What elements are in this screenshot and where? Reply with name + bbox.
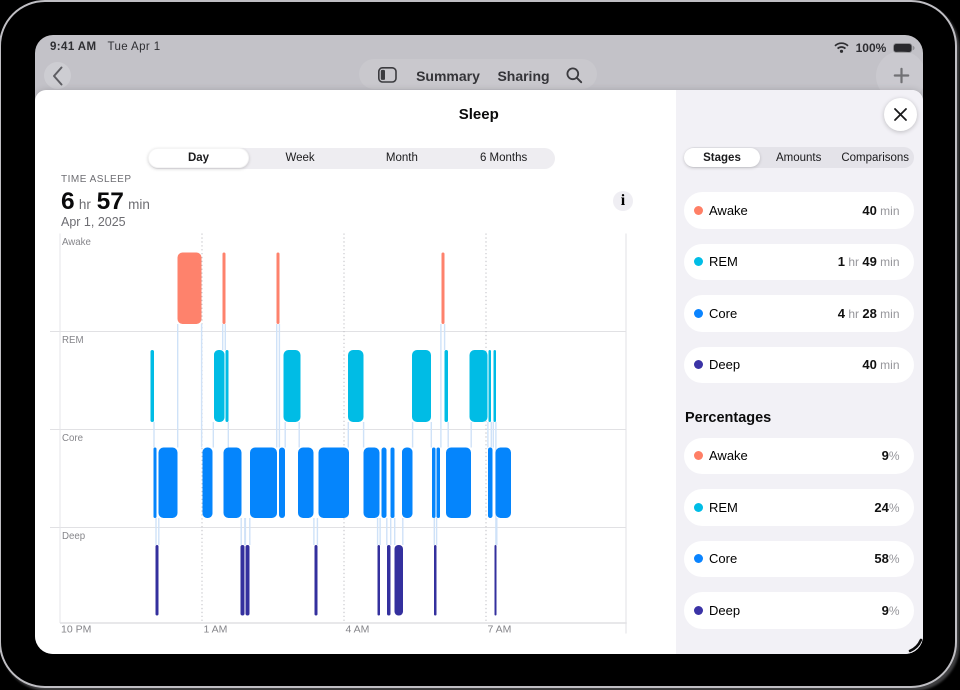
svg-text:7 AM: 7 AM [488,623,512,635]
svg-text:Deep: Deep [62,531,85,542]
svg-text:Core: Core [62,433,83,444]
svg-text:4 AM: 4 AM [346,623,370,635]
svg-text:10 PM: 10 PM [61,623,91,635]
svg-text:1 AM: 1 AM [204,623,228,635]
svg-text:Awake: Awake [62,237,91,248]
svg-text:REM: REM [62,335,84,346]
